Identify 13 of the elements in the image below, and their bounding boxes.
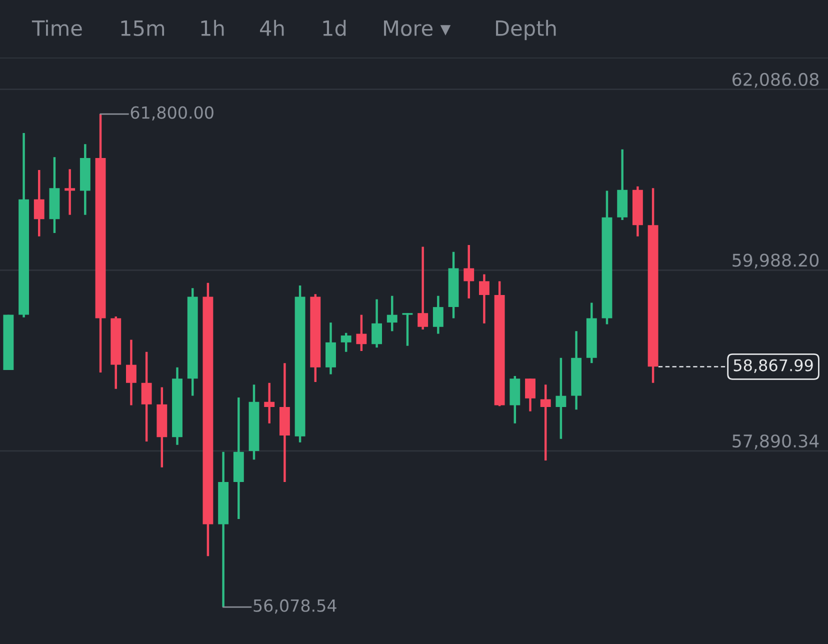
- ref-line-label: 58,867.99: [734, 359, 813, 373]
- text: More ▾: [384, 20, 451, 36]
- text: 4h: [260, 20, 284, 36]
- annotation: 61,800.00: [130, 106, 214, 121]
- annotation: 56,078.54: [254, 599, 336, 614]
- text: Time: [32, 20, 82, 36]
- y-tick-label: 59,988.20: [732, 254, 819, 269]
- text: 1d: [323, 20, 346, 36]
- y-tick-label: 57,890.34: [732, 434, 819, 450]
- text: 1h: [201, 20, 224, 36]
- text: 15m: [121, 20, 164, 36]
- text: Depth: [496, 20, 556, 40]
- y-tick-label: 62,086.08: [732, 72, 818, 88]
